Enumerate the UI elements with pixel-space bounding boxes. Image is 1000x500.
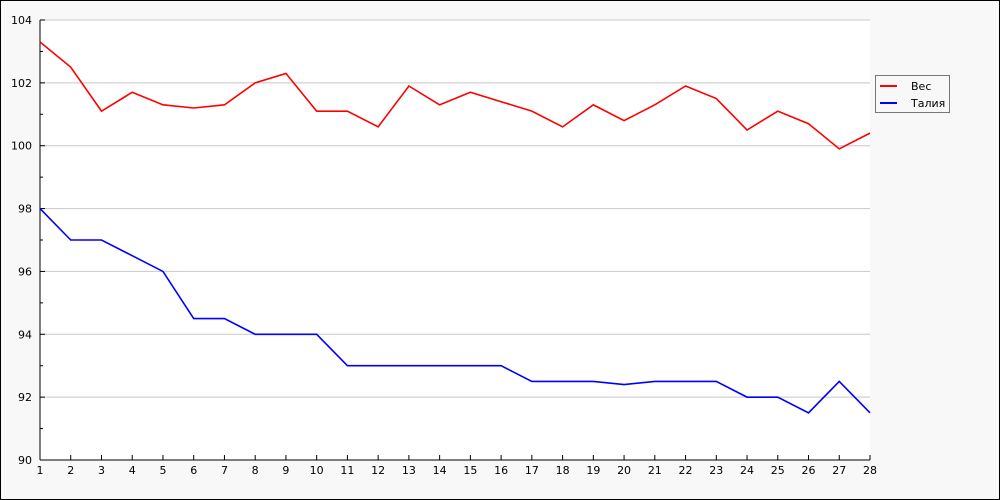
x-tick-label: 23 — [709, 464, 723, 477]
x-tick-label: 24 — [740, 464, 754, 477]
y-tick-label: 92 — [18, 391, 32, 404]
x-tick-label: 17 — [525, 464, 539, 477]
x-tick-label: 1 — [37, 464, 44, 477]
x-tick-label: 15 — [463, 464, 477, 477]
x-tick-label: 20 — [617, 464, 631, 477]
legend-label: Талия — [911, 96, 946, 110]
y-tick-label: 90 — [18, 454, 32, 467]
x-tick-label: 11 — [340, 464, 354, 477]
y-tick-label: 98 — [18, 203, 32, 216]
legend-item-1: Талия — [880, 96, 945, 110]
legend-swatch — [880, 102, 897, 104]
y-tick-label: 94 — [18, 328, 32, 341]
x-tick-label: 14 — [433, 464, 447, 477]
x-tick-label: 2 — [67, 464, 74, 477]
x-tick-label: 19 — [586, 464, 600, 477]
legend: Вес Талия — [875, 75, 950, 113]
legend-label: Вес — [911, 79, 932, 93]
x-tick-label: 4 — [129, 464, 136, 477]
y-tick-label: 102 — [11, 77, 32, 90]
x-tick-label: 18 — [556, 464, 570, 477]
x-tick-label: 22 — [679, 464, 693, 477]
y-tick-label: 96 — [18, 265, 32, 278]
x-tick-label: 7 — [221, 464, 228, 477]
x-tick-label: 5 — [159, 464, 166, 477]
x-tick-label: 8 — [252, 464, 259, 477]
x-tick-label: 28 — [863, 464, 877, 477]
plot-area — [40, 20, 870, 460]
series-line-0 — [39, 41, 871, 150]
x-tick-label: 13 — [402, 464, 416, 477]
legend-swatch — [880, 85, 897, 87]
legend-item-0: Вес — [880, 79, 931, 93]
x-tick-label: 3 — [98, 464, 105, 477]
x-tick-label: 10 — [310, 464, 324, 477]
x-tick-label: 27 — [832, 464, 846, 477]
x-tick-label: 25 — [771, 464, 785, 477]
x-tick-label: 21 — [648, 464, 662, 477]
x-tick-label: 26 — [802, 464, 816, 477]
series-line-1 — [39, 208, 871, 414]
x-tick-label: 12 — [371, 464, 385, 477]
y-tick-label: 104 — [11, 14, 32, 27]
x-tick-label: 16 — [494, 464, 508, 477]
x-tick-label: 9 — [282, 464, 289, 477]
y-tick-label: 100 — [11, 140, 32, 153]
x-tick-label: 6 — [190, 464, 197, 477]
